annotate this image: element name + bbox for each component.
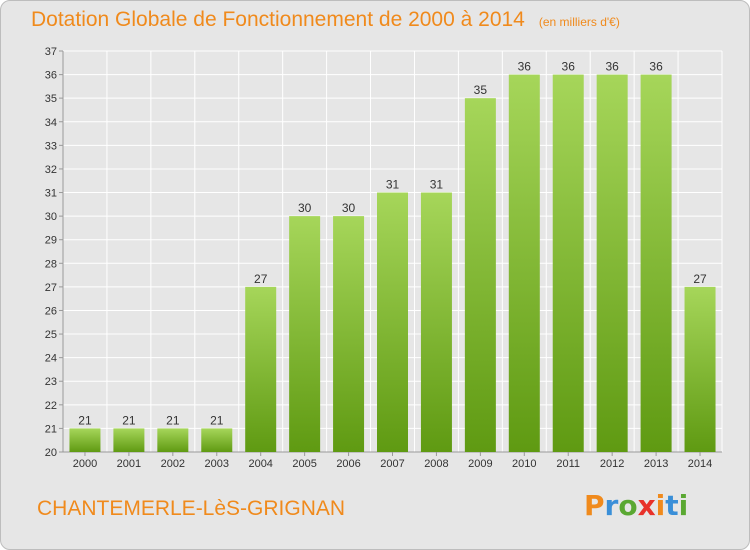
y-tick-label: 37 [45,46,57,58]
data-label-2013: 36 [649,60,663,74]
bar-2009 [464,98,496,453]
y-tick-label: 20 [45,447,57,459]
y-tick-label: 29 [45,235,57,247]
logo-letter: x [637,489,656,522]
data-label-2008: 31 [430,178,444,192]
proxiti-logo[interactable]: Proxiti [584,489,688,522]
y-tick-label: 30 [45,211,57,223]
logo-letter: t [665,489,679,522]
y-tick-label: 32 [45,164,57,176]
x-tick-label-2011: 2011 [556,458,580,470]
x-tick-label-2000: 2000 [73,458,97,470]
data-label-2002: 21 [166,413,180,427]
chart-unit: (en milliers d'€) [538,15,620,29]
data-label-2009: 35 [474,83,488,97]
y-tick-label: 25 [45,329,57,341]
x-tick-label-2001: 2001 [117,458,141,470]
x-tick-label-2004: 2004 [248,458,272,470]
y-tick-label: 33 [45,140,57,152]
data-label-2004: 27 [254,272,268,286]
chart-title-text: Dotation Globale de Fonctionnement de 20… [31,8,525,31]
y-tick-label: 34 [45,117,57,129]
x-tick-label-2007: 2007 [380,458,404,470]
data-label-2014: 27 [693,272,707,286]
bar-2008 [420,192,452,452]
x-tick-label-2012: 2012 [600,458,624,470]
bar-2003 [201,428,233,452]
bar-2002 [157,428,189,452]
y-tick-label: 24 [45,353,57,365]
bar-2013 [640,74,672,453]
data-label-2010: 36 [518,60,532,74]
y-tick-label: 22 [45,400,57,412]
bar-2012 [596,74,628,453]
x-tick-label-2003: 2003 [205,458,229,470]
x-tick-label-2014: 2014 [688,458,712,470]
bar-2014 [684,286,716,452]
data-label-2001: 21 [122,413,136,427]
data-label-2007: 31 [386,178,400,192]
data-label-2011: 36 [562,60,576,74]
bar-2005 [289,216,321,452]
bar-2010 [508,74,540,453]
data-label-2003: 21 [210,413,224,427]
y-tick-label: 23 [45,376,57,388]
logo-letter: i [678,489,689,522]
y-tick-label: 27 [45,282,57,294]
y-tick-label: 36 [45,70,57,82]
tick-labels: 20 21 22 23 24 25 26 27 28 29 30 31 32 33 34 35 36 37 2000… [45,46,713,470]
logo-letter: o [618,489,638,522]
bar-2001 [113,428,145,452]
x-tick-label-2005: 2005 [292,458,316,470]
y-tick-label: 35 [45,93,57,105]
bar-2004 [245,286,277,452]
bars [69,74,716,453]
y-tick-label: 31 [45,188,57,200]
data-label-2006: 30 [342,201,356,215]
bar-2011 [552,74,584,453]
bar-2006 [333,216,365,452]
x-tick-label-2006: 2006 [336,458,360,470]
data-label-2005: 30 [298,201,312,215]
y-tick-label: 28 [45,258,57,270]
x-tick-label-2002: 2002 [161,458,185,470]
y-tick-label: 26 [45,305,57,317]
logo-letter: i [655,489,666,522]
commune-name: CHANTEMERLE-LèS-GRIGNAN [37,497,346,520]
logo-letter: P [584,489,605,522]
data-label-2012: 36 [605,60,619,74]
logo-letter: r [604,489,619,522]
bar-2007 [377,192,408,452]
bar-2000 [69,428,101,452]
data-labels: 21 21 21 21 27 30 30 31 31 35 36 36 36 36 27 [78,60,707,428]
x-tick-label-2010: 2010 [512,458,536,470]
y-tick-label: 21 [45,423,57,435]
data-label-2000: 21 [78,413,92,427]
x-tick-label-2009: 2009 [468,458,492,470]
chart-title: Dotation Globale de Fonctionnement de 20… [31,8,620,32]
x-tick-label-2008: 2008 [424,458,448,470]
x-tick-label-2013: 2013 [644,458,668,470]
